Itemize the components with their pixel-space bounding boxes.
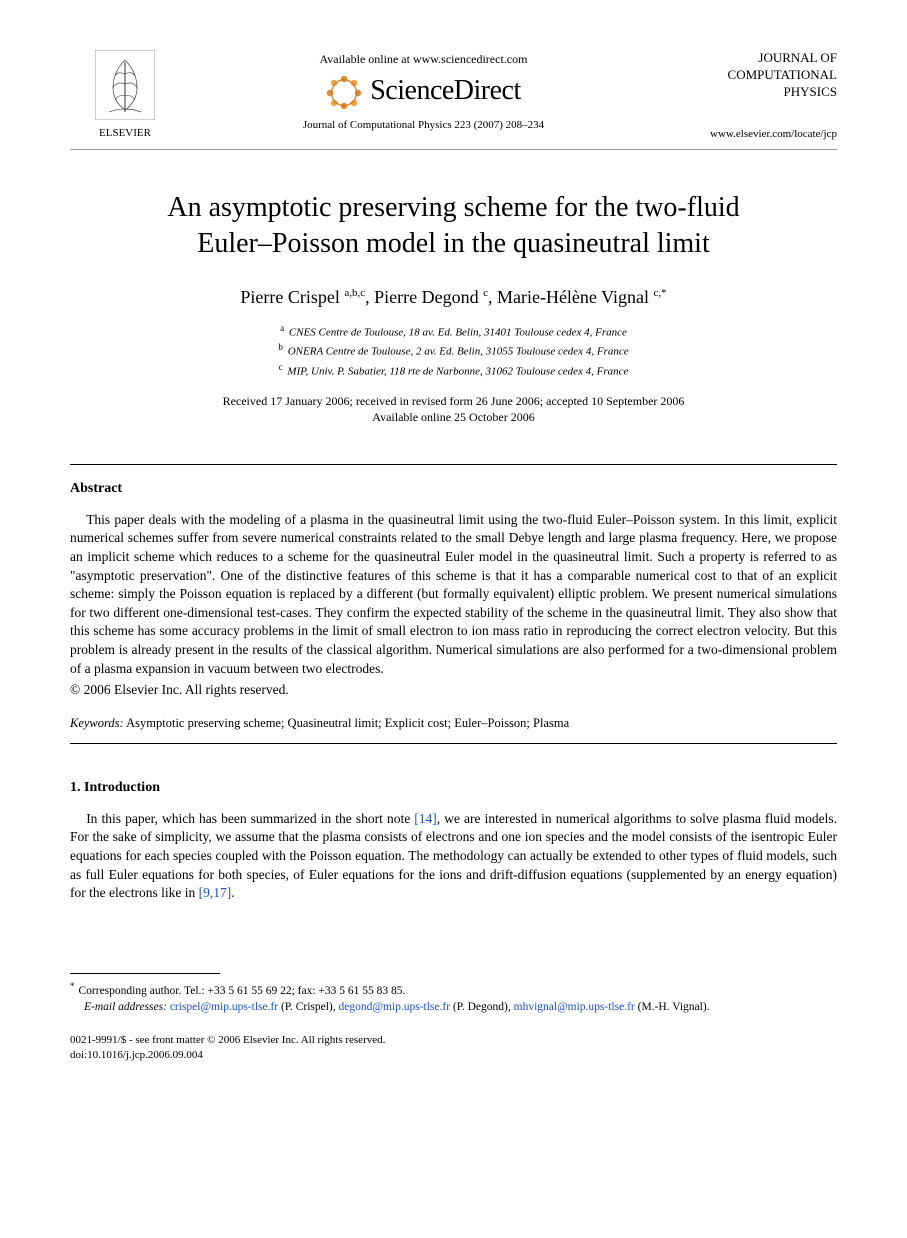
ref-link-9-17[interactable]: [9,17]	[199, 885, 232, 900]
history-dates: Received 17 January 2006; received in re…	[70, 393, 837, 427]
email-2[interactable]: degond@mip.ups-tlse.fr	[339, 1001, 451, 1013]
aff-a: CNES Centre de Toulouse, 18 av. Ed. Beli…	[289, 326, 627, 338]
sciencedirect-swirl-icon	[326, 73, 362, 109]
issn-line: 0021-9991/$ - see front matter © 2006 El…	[70, 1033, 837, 1048]
citation-line: Journal of Computational Physics 223 (20…	[180, 119, 667, 131]
aff-c: MIP, Univ. P. Sabatier, 118 rte de Narbo…	[287, 366, 628, 378]
journal-url: www.elsevier.com/locate/jcp	[667, 127, 837, 141]
header-band: ELSEVIER Available online at www.science…	[70, 50, 837, 150]
email-3[interactable]: mhvignal@mip.ups-tlse.fr	[514, 1001, 635, 1013]
email-addresses-line: E-mail addresses: crispel@mip.ups-tlse.f…	[70, 999, 837, 1015]
author-3-aff: c,*	[654, 287, 667, 299]
page-container: ELSEVIER Available online at www.science…	[0, 0, 907, 1104]
journal-name-line2: COMPUTATIONAL	[667, 67, 837, 84]
copyright-line: © 2006 Elsevier Inc. All rights reserved…	[70, 682, 837, 698]
journal-block: JOURNAL OF COMPUTATIONAL PHYSICS www.els…	[667, 50, 837, 141]
author-2-aff: c	[483, 287, 488, 299]
author-1-aff: a,b,c	[344, 287, 365, 299]
sciencedirect-logo: ScienceDirect	[180, 73, 667, 109]
footnotes: *Corresponding author. Tel.: +33 5 61 55…	[70, 980, 837, 1015]
header-center: Available online at www.sciencedirect.co…	[180, 50, 667, 131]
intro-heading: 1. Introduction	[70, 780, 837, 796]
front-matter-block: 0021-9991/$ - see front matter © 2006 El…	[70, 1033, 837, 1064]
corresponding-author-note: *Corresponding author. Tel.: +33 5 61 55…	[70, 980, 837, 999]
dates-line1: Received 17 January 2006; received in re…	[70, 393, 837, 410]
intro-paragraph: In this paper, which has been summarized…	[70, 810, 837, 903]
author-list: Pierre Crispel a,b,c, Pierre Degond c, M…	[70, 287, 837, 308]
dates-line2: Available online 25 October 2006	[70, 409, 837, 426]
corr-text: Corresponding author. Tel.: +33 5 61 55 …	[79, 985, 406, 997]
abstract-bottom-rule	[70, 743, 837, 744]
abstract-top-rule	[70, 464, 837, 465]
journal-name-line1: JOURNAL OF	[667, 50, 837, 67]
aff-b: ONERA Centre de Toulouse, 2 av. Ed. Beli…	[288, 346, 629, 358]
available-online-text: Available online at www.sciencedirect.co…	[180, 52, 667, 67]
affiliations: a CNES Centre de Toulouse, 18 av. Ed. Be…	[70, 322, 837, 381]
title-line1: An asymptotic preserving scheme for the …	[167, 192, 739, 223]
email-2-who: (P. Degond),	[453, 1001, 511, 1013]
publisher-name: ELSEVIER	[70, 127, 180, 139]
title-line2: Euler–Poisson model in the quasineutral …	[197, 228, 710, 259]
author-1: Pierre Crispel	[240, 287, 339, 307]
article-title: An asymptotic preserving scheme for the …	[70, 190, 837, 263]
doi-line: doi:10.1016/j.jcp.2006.09.004	[70, 1048, 837, 1063]
journal-name-line3: PHYSICS	[667, 84, 837, 101]
keywords-label: Keywords:	[70, 716, 124, 730]
intro-text-pre: In this paper, which has been summarized…	[86, 811, 414, 826]
email-label: E-mail addresses:	[84, 1001, 167, 1013]
ref-link-14[interactable]: [14]	[414, 811, 437, 826]
abstract-heading: Abstract	[70, 481, 837, 497]
keywords-line: Keywords: Asymptotic preserving scheme; …	[70, 716, 837, 731]
publisher-block: ELSEVIER	[70, 50, 180, 139]
author-3: Marie-Hélène Vignal	[497, 287, 649, 307]
email-1-who: (P. Crispel),	[281, 1001, 336, 1013]
intro-text-post: .	[231, 885, 234, 900]
abstract-body: This paper deals with the modeling of a …	[70, 511, 837, 679]
email-1[interactable]: crispel@mip.ups-tlse.fr	[170, 1001, 278, 1013]
keywords-text: Asymptotic preserving scheme; Quasineutr…	[126, 716, 569, 730]
sciencedirect-wordmark: ScienceDirect	[370, 75, 521, 107]
author-2: Pierre Degond	[374, 287, 478, 307]
footnote-rule	[70, 973, 220, 974]
elsevier-logo-icon	[95, 50, 155, 120]
email-3-who: (M.-H. Vignal).	[638, 1001, 710, 1013]
